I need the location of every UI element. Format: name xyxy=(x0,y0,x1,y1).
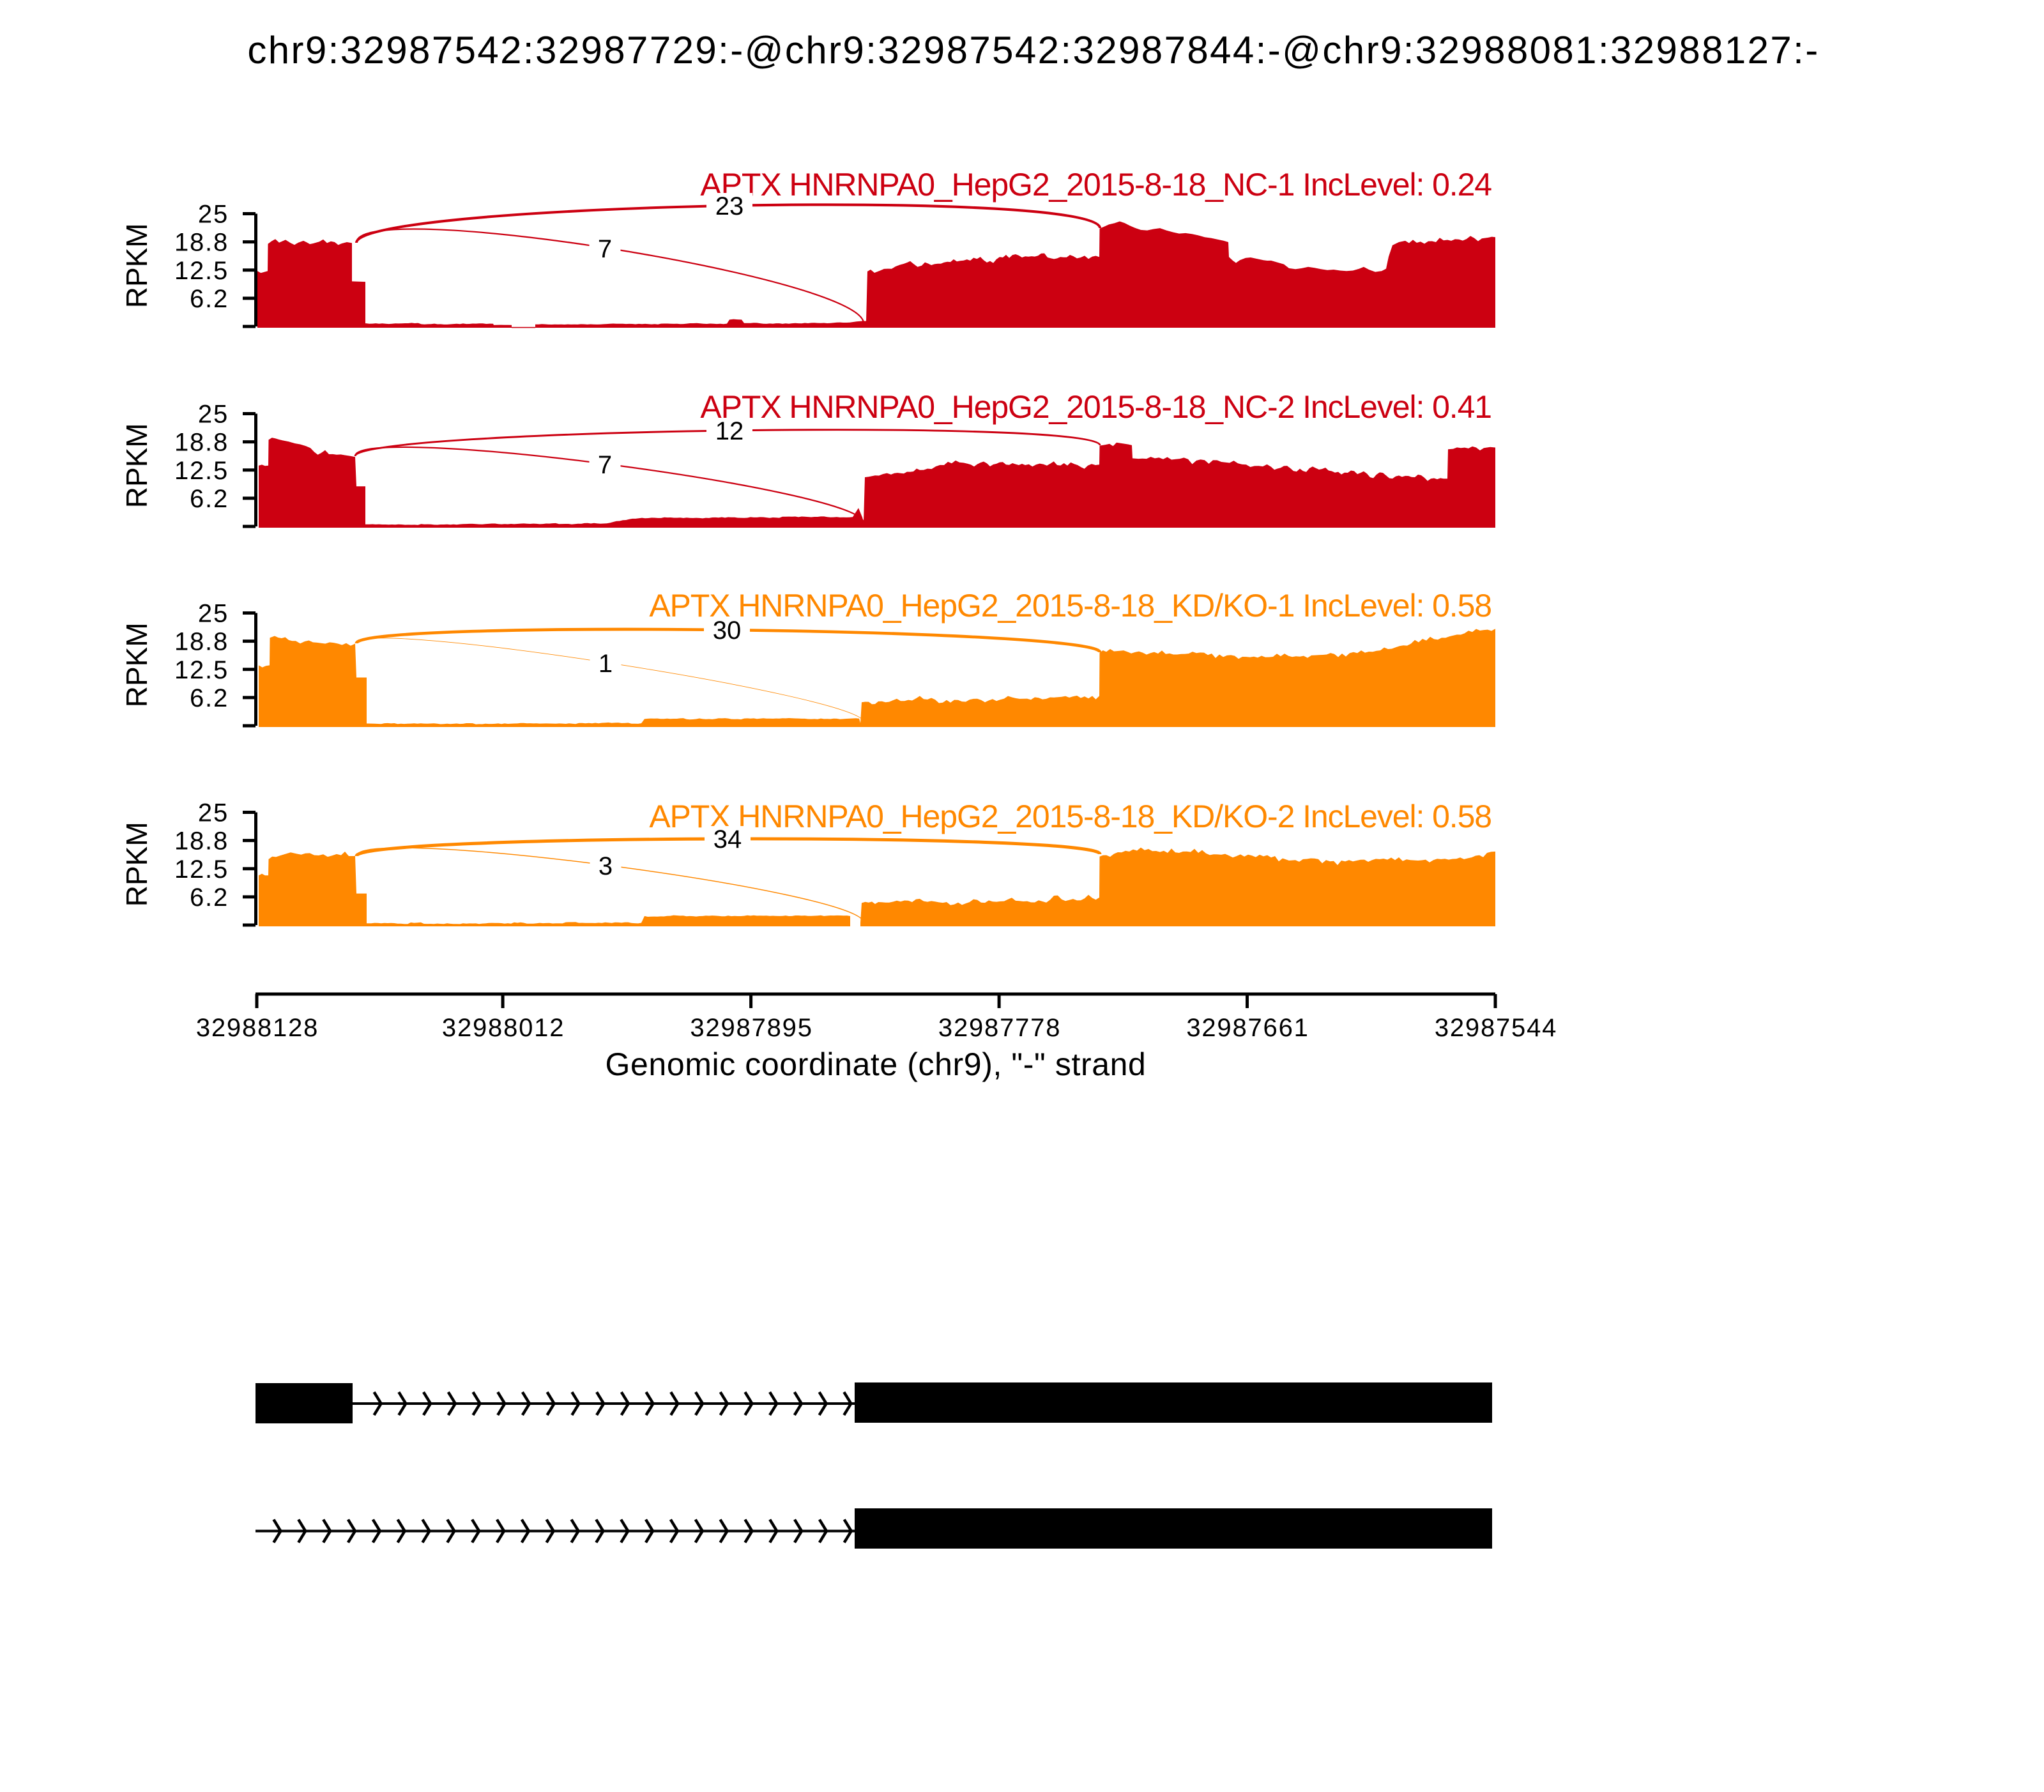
svg-text:32988012: 32988012 xyxy=(442,1014,565,1042)
svg-text:7: 7 xyxy=(598,235,612,263)
svg-text:18.8: 18.8 xyxy=(174,229,229,257)
svg-text:APTX HNRNPA0_HepG2_2015-8-18_N: APTX HNRNPA0_HepG2_2015-8-18_NC-1 IncLev… xyxy=(700,167,1491,203)
svg-text:12.5: 12.5 xyxy=(174,257,229,285)
svg-text:30: 30 xyxy=(713,616,742,645)
svg-text:RPKM: RPKM xyxy=(120,223,153,308)
svg-text:6.2: 6.2 xyxy=(190,684,229,712)
svg-text:12.5: 12.5 xyxy=(174,457,229,485)
svg-text:32987895: 32987895 xyxy=(690,1014,812,1042)
svg-text:3: 3 xyxy=(599,852,613,880)
svg-text:6.2: 6.2 xyxy=(190,485,229,513)
svg-text:1: 1 xyxy=(599,650,613,678)
svg-text:12: 12 xyxy=(715,417,744,445)
svg-text:APTX HNRNPA0_HepG2_2015-8-18_K: APTX HNRNPA0_HepG2_2015-8-18_KD/KO-2 Inc… xyxy=(649,799,1491,834)
svg-text:32987544: 32987544 xyxy=(1435,1014,1557,1042)
svg-text:23: 23 xyxy=(715,192,744,220)
svg-text:18.8: 18.8 xyxy=(174,628,229,656)
svg-text:APTX HNRNPA0_HepG2_2015-8-18_K: APTX HNRNPA0_HepG2_2015-8-18_KD/KO-1 Inc… xyxy=(649,588,1491,624)
svg-text:7: 7 xyxy=(598,451,612,479)
svg-text:25: 25 xyxy=(198,600,229,628)
svg-text:RPKM: RPKM xyxy=(120,822,153,907)
svg-text:Genomic coordinate (chr9), "-": Genomic coordinate (chr9), "-" strand xyxy=(606,1046,1147,1082)
svg-text:RPKM: RPKM xyxy=(120,622,153,707)
svg-text:6.2: 6.2 xyxy=(190,285,229,313)
svg-text:25: 25 xyxy=(198,401,229,429)
svg-text:RPKM: RPKM xyxy=(120,423,153,508)
svg-text:25: 25 xyxy=(198,799,229,827)
svg-text:12.5: 12.5 xyxy=(174,855,229,884)
svg-text:32988128: 32988128 xyxy=(196,1014,319,1042)
svg-text:chr9:32987542:32987729:-@chr9:: chr9:32987542:32987729:-@chr9:32987542:3… xyxy=(247,29,1819,72)
svg-text:25: 25 xyxy=(198,201,229,229)
svg-text:APTX HNRNPA0_HepG2_2015-8-18_N: APTX HNRNPA0_HepG2_2015-8-18_NC-2 IncLev… xyxy=(700,389,1491,425)
svg-text:18.8: 18.8 xyxy=(174,827,229,855)
svg-text:6.2: 6.2 xyxy=(190,884,229,912)
svg-text:18.8: 18.8 xyxy=(174,429,229,457)
svg-text:32987661: 32987661 xyxy=(1186,1014,1309,1042)
svg-text:32987778: 32987778 xyxy=(938,1014,1061,1042)
svg-text:12.5: 12.5 xyxy=(174,656,229,684)
svg-text:34: 34 xyxy=(713,825,742,854)
